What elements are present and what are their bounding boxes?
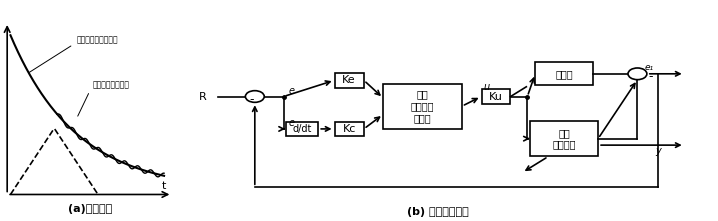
Text: (a)充电曲线: (a)充电曲线 [67, 204, 112, 214]
Text: (b) 充电控制系统: (b) 充电控制系统 [407, 207, 469, 217]
FancyBboxPatch shape [535, 63, 593, 85]
Text: -: - [648, 70, 653, 83]
Text: e₁: e₁ [645, 63, 653, 72]
Text: e: e [289, 118, 294, 128]
Text: 自动跟踪充电电流: 自动跟踪充电电流 [93, 81, 130, 90]
FancyBboxPatch shape [482, 89, 510, 104]
FancyBboxPatch shape [335, 73, 363, 88]
Circle shape [628, 68, 647, 80]
Text: Kc: Kc [342, 124, 356, 134]
Text: d/dt: d/dt [292, 124, 312, 134]
Text: 模糊
神经网络
控制器: 模糊 神经网络 控制器 [411, 90, 434, 123]
Text: R: R [199, 91, 206, 101]
Text: Ke: Ke [342, 75, 356, 85]
Text: 神经
网络模型: 神经 网络模型 [552, 128, 576, 149]
Text: 锂电池最佳充电电流: 锂电池最佳充电电流 [77, 36, 118, 45]
Circle shape [246, 91, 264, 102]
Text: Ku: Ku [489, 91, 503, 101]
Text: u: u [483, 82, 490, 92]
Text: 锂电池: 锂电池 [555, 69, 573, 79]
Text: y: y [656, 146, 661, 156]
FancyBboxPatch shape [286, 122, 318, 136]
FancyBboxPatch shape [383, 84, 462, 129]
Text: e: e [289, 86, 294, 96]
FancyBboxPatch shape [530, 121, 598, 156]
Text: -: - [249, 93, 253, 106]
Text: t: t [162, 181, 167, 191]
FancyBboxPatch shape [335, 122, 363, 136]
